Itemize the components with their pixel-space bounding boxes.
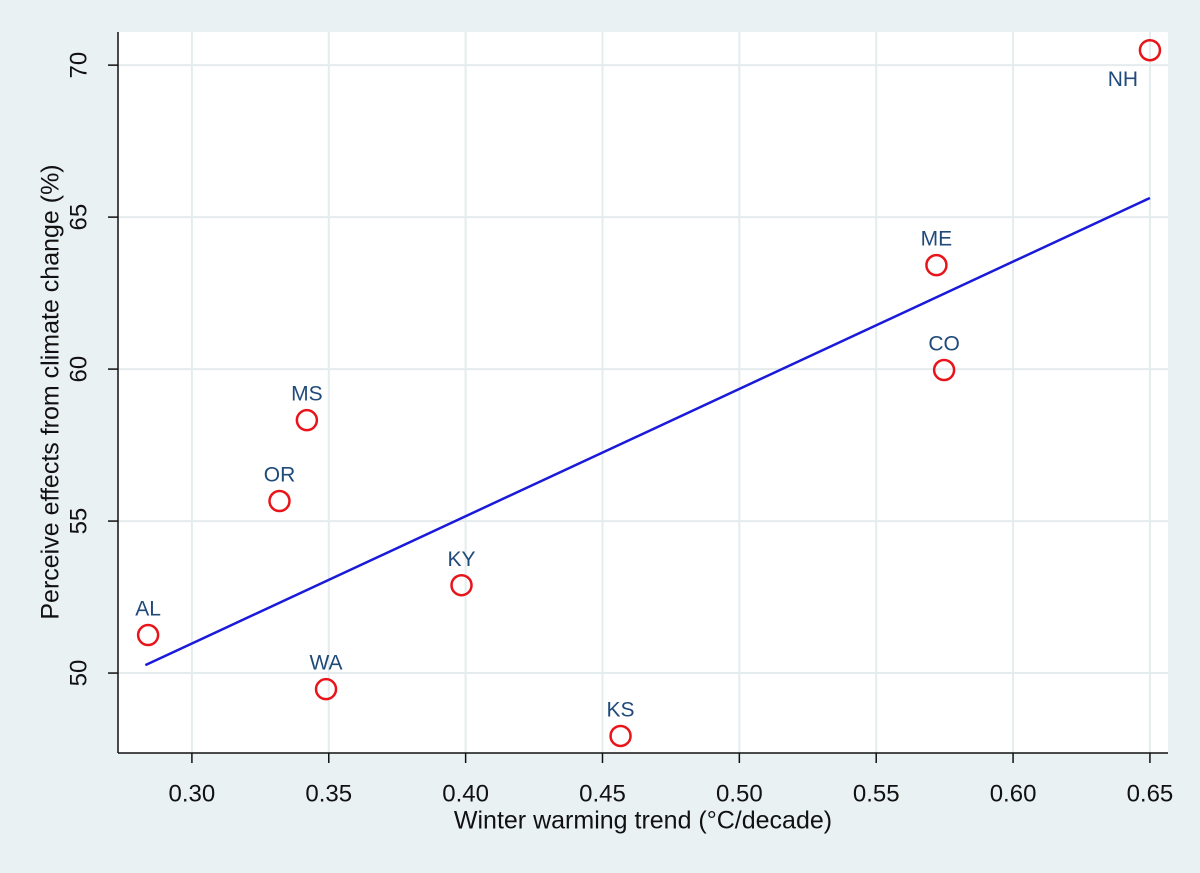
- x-axis-title: Winter warming trend (°C/decade): [454, 807, 832, 835]
- point-label: KY: [448, 548, 476, 571]
- point: [609, 724, 632, 748]
- point: [268, 489, 291, 513]
- point-label: AL: [135, 598, 161, 621]
- point: [932, 358, 956, 382]
- x-tick-label: 0.30: [169, 780, 216, 807]
- point-label: ME: [921, 228, 953, 251]
- point-label: CO: [928, 333, 960, 356]
- plot-area: [118, 32, 1168, 753]
- y-tick-label: 65: [65, 204, 92, 231]
- x-tick-label: 0.45: [579, 780, 626, 807]
- point: [136, 623, 160, 647]
- point-label: MS: [291, 383, 323, 406]
- point-label: NH: [1108, 68, 1138, 91]
- x-tick-label: 0.50: [716, 780, 763, 807]
- y-tick-label: 70: [65, 52, 92, 79]
- point: [925, 253, 948, 277]
- y-axis-title: Perceive effects from climate change (%): [37, 164, 65, 619]
- x-tick-label: 0.40: [442, 780, 489, 807]
- x-tick-label: 0.55: [853, 780, 900, 807]
- y-tick-label: 55: [65, 508, 92, 535]
- point: [314, 677, 338, 701]
- point: [295, 408, 319, 432]
- y-tick-label: 50: [65, 660, 92, 687]
- x-tick-label: 0.60: [990, 780, 1037, 807]
- point-label: OR: [264, 464, 296, 487]
- x-tick-label: 0.35: [305, 780, 352, 807]
- point: [1138, 38, 1162, 62]
- point-label: KS: [607, 699, 635, 722]
- x-tick-label: 0.65: [1127, 780, 1174, 807]
- fit-line: [144, 196, 1151, 667]
- point: [450, 573, 473, 597]
- point-label: WA: [309, 652, 342, 675]
- y-tick-label: 60: [65, 356, 92, 383]
